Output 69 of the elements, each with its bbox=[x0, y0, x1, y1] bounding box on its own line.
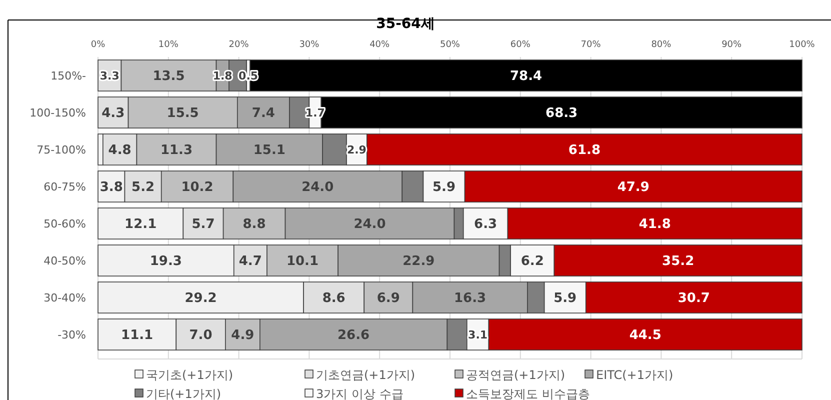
data-label: 2.9 bbox=[346, 143, 366, 156]
x-tick-label: 40% bbox=[370, 40, 390, 50]
x-tick-label: 90% bbox=[722, 40, 742, 50]
data-label: 24.0 bbox=[302, 180, 334, 196]
y-tick-label: 75-100% bbox=[36, 143, 86, 156]
data-label: 4.3 bbox=[102, 106, 125, 122]
data-label: 13.5 bbox=[152, 69, 185, 84]
data-label: 3.3 bbox=[100, 69, 120, 82]
x-tick-label: 60% bbox=[510, 40, 531, 50]
data-label: 41.8 bbox=[638, 217, 671, 232]
data-label: 19.3 bbox=[150, 254, 182, 270]
data-label: 7.0 bbox=[189, 328, 212, 344]
x-tick-label: 20% bbox=[228, 40, 250, 50]
y-tick-label: 50-60% bbox=[44, 217, 86, 230]
data-label: 29.2 bbox=[184, 291, 217, 306]
y-tick-label: 40-50% bbox=[44, 254, 86, 268]
legend-label: 기타(+1가지) bbox=[146, 387, 222, 400]
data-label: 6.2 bbox=[520, 254, 544, 270]
legend-label: 3가지 이상 수급 bbox=[316, 387, 404, 400]
x-tick-label: 0% bbox=[90, 40, 106, 50]
x-tick-label: 50% bbox=[440, 40, 460, 50]
data-label: 30.7 bbox=[678, 291, 710, 306]
data-label: 5.2 bbox=[132, 180, 155, 196]
x-tick-label: 30% bbox=[299, 40, 320, 50]
y-tick-label: 150%- bbox=[50, 69, 86, 82]
data-label: 10.1 bbox=[286, 254, 319, 270]
data-label: 4.9 bbox=[231, 328, 254, 344]
data-label: 24.0 bbox=[354, 217, 386, 232]
x-tick-label: 10% bbox=[158, 40, 179, 50]
data-label: 15.5 bbox=[166, 106, 199, 122]
legend-label: 기초연금(+1가지) bbox=[316, 368, 416, 382]
data-label: 6.3 bbox=[474, 217, 498, 232]
legend-label: 국기초(+1가지) bbox=[146, 368, 234, 382]
data-label: 8.6 bbox=[322, 291, 346, 306]
x-tick-label: 70% bbox=[580, 40, 602, 50]
data-label: 7.4 bbox=[252, 106, 275, 122]
x-tick-label: 100% bbox=[789, 40, 816, 50]
legend-label: EITC(+1가지) bbox=[596, 368, 674, 382]
data-label: 35.2 bbox=[662, 254, 694, 270]
data-label: 3.8 bbox=[100, 180, 123, 196]
data-label: 44.5 bbox=[629, 328, 662, 344]
y-tick-label: -30% bbox=[58, 328, 86, 342]
data-label: 22.9 bbox=[402, 254, 435, 270]
data-label: 4.8 bbox=[108, 143, 132, 158]
data-label: 5.7 bbox=[192, 217, 215, 232]
data-label: 78.4 bbox=[510, 69, 542, 84]
data-label: 8.8 bbox=[242, 217, 266, 232]
y-tick-label: 100-150% bbox=[30, 106, 86, 120]
legend-label: 소득보장제도 비수급층 bbox=[466, 387, 590, 400]
data-label: 16.3 bbox=[454, 291, 486, 306]
data-label: 3.1 bbox=[468, 328, 488, 342]
data-label: 47.9 bbox=[617, 180, 650, 196]
data-label: 6.9 bbox=[376, 291, 400, 306]
data-label: 0.5 bbox=[238, 69, 258, 82]
y-tick-label: 30-40% bbox=[44, 291, 86, 304]
data-label: 68.3 bbox=[546, 106, 578, 122]
data-label: 26.6 bbox=[338, 328, 370, 344]
legend-label: 공적연금(+1가지) bbox=[466, 368, 566, 382]
data-label: 12.1 bbox=[124, 217, 157, 232]
data-label: 15.1 bbox=[253, 143, 286, 158]
data-label: 5.9 bbox=[432, 180, 456, 196]
data-label: 11.3 bbox=[160, 143, 193, 158]
data-label: 11.1 bbox=[121, 328, 154, 344]
x-tick-label: 80% bbox=[651, 40, 672, 50]
data-label: 61.8 bbox=[568, 143, 601, 158]
data-label: 5.9 bbox=[554, 291, 577, 306]
data-label: 10.2 bbox=[181, 180, 214, 196]
y-tick-label: 60-75% bbox=[44, 180, 86, 194]
data-label: 4.7 bbox=[238, 254, 262, 270]
